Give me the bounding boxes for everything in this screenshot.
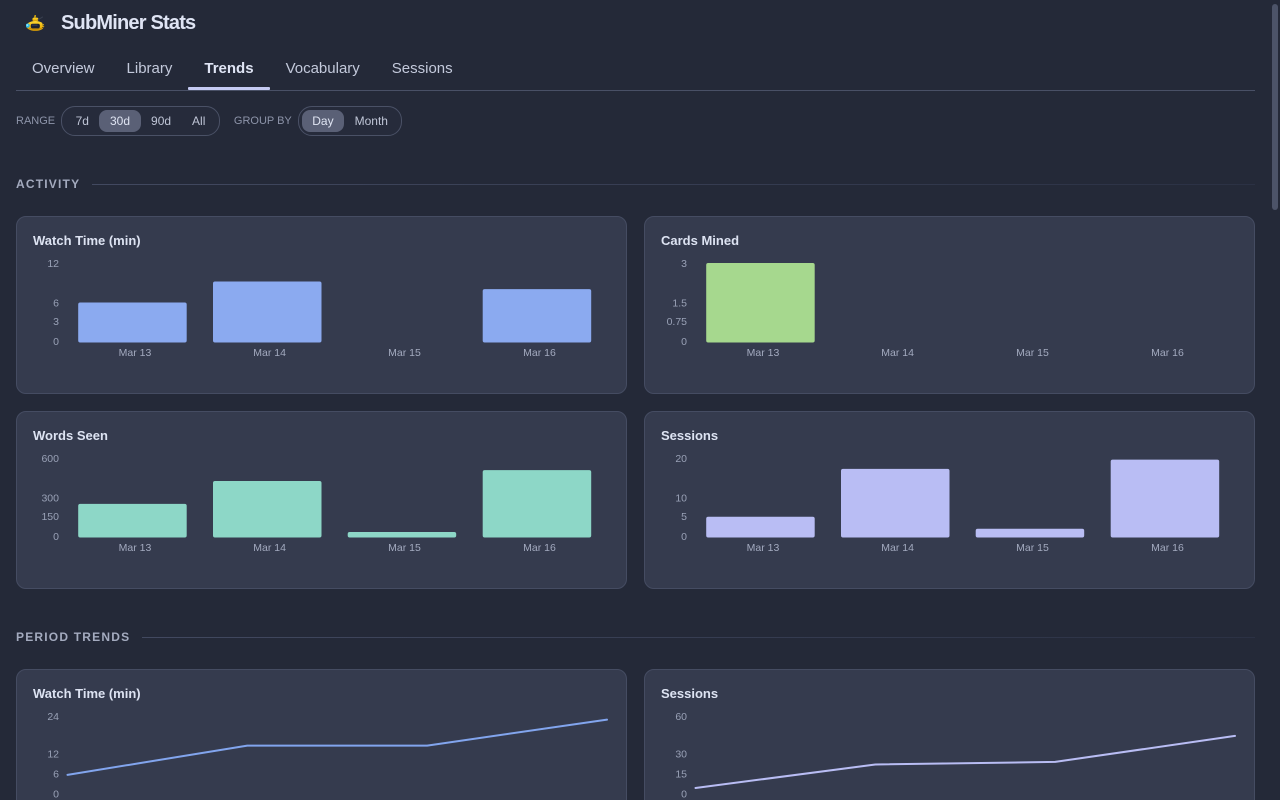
svg-text:600: 600 [41,453,59,465]
svg-text:Mar 15: Mar 15 [1016,542,1049,554]
svg-text:5: 5 [681,511,687,523]
svg-text:Mar 15: Mar 15 [1016,347,1049,359]
svg-text:60: 60 [675,711,687,723]
svg-text:20: 20 [675,453,687,465]
svg-text:Mar 13: Mar 13 [747,542,780,554]
svg-text:Mar 15: Mar 15 [388,347,421,359]
svg-text:24: 24 [47,711,59,723]
svg-text:12: 12 [47,749,59,761]
svg-text:Mar 14: Mar 14 [881,347,914,359]
svg-text:6: 6 [53,298,59,310]
svg-text:Mar 13: Mar 13 [119,347,152,359]
svg-text:3: 3 [681,258,687,270]
svg-text:Mar 16: Mar 16 [523,347,556,359]
svg-text:0: 0 [681,531,687,543]
svg-text:Mar 14: Mar 14 [253,347,286,359]
svg-text:Mar 16: Mar 16 [1151,542,1184,554]
svg-text:150: 150 [41,511,59,523]
svg-text:Mar 16: Mar 16 [1151,347,1184,359]
svg-text:0: 0 [53,336,59,348]
svg-text:1.5: 1.5 [672,298,687,310]
svg-text:Mar 14: Mar 14 [881,542,914,554]
svg-text:Mar 14: Mar 14 [253,542,286,554]
svg-text:Mar 16: Mar 16 [523,542,556,554]
svg-text:Mar 13: Mar 13 [747,347,780,359]
svg-text:0: 0 [53,789,59,800]
svg-text:30: 30 [675,749,687,761]
svg-text:12: 12 [47,258,59,270]
svg-text:6: 6 [53,769,59,781]
svg-text:10: 10 [675,493,687,505]
svg-text:0: 0 [681,789,687,800]
svg-text:0: 0 [53,531,59,543]
svg-text:Mar 13: Mar 13 [119,542,152,554]
svg-text:15: 15 [675,769,687,781]
svg-text:0: 0 [681,336,687,348]
svg-text:Mar 15: Mar 15 [388,542,421,554]
svg-text:0.75: 0.75 [667,316,688,328]
svg-text:300: 300 [41,493,59,505]
svg-text:3: 3 [53,316,59,328]
